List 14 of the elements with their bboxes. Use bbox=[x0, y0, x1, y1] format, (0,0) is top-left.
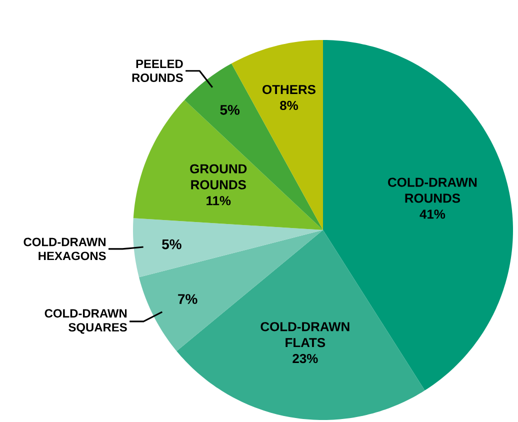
data-label: 23% bbox=[292, 354, 318, 364]
slice-label: COLD-DRAWN ROUNDS bbox=[388, 178, 477, 203]
slice-label: GROUND ROUNDS bbox=[190, 164, 247, 190]
slice-label: COLD-DRAWN SQUARES bbox=[44, 309, 127, 334]
slice-label: OTHERS bbox=[262, 84, 316, 94]
slice-label: PEELED ROUNDS bbox=[132, 60, 183, 82]
data-label: 5% bbox=[220, 104, 240, 115]
slice-label: COLD-DRAWN HEXAGONS bbox=[24, 238, 106, 260]
data-label: 8% bbox=[280, 100, 298, 110]
data-label: 5% bbox=[162, 239, 182, 250]
data-label: 7% bbox=[178, 294, 198, 304]
slice-label: COLD-DRAWN FLATS bbox=[260, 322, 350, 348]
data-label: 11% bbox=[206, 196, 231, 206]
data-label: 41% bbox=[420, 210, 446, 219]
